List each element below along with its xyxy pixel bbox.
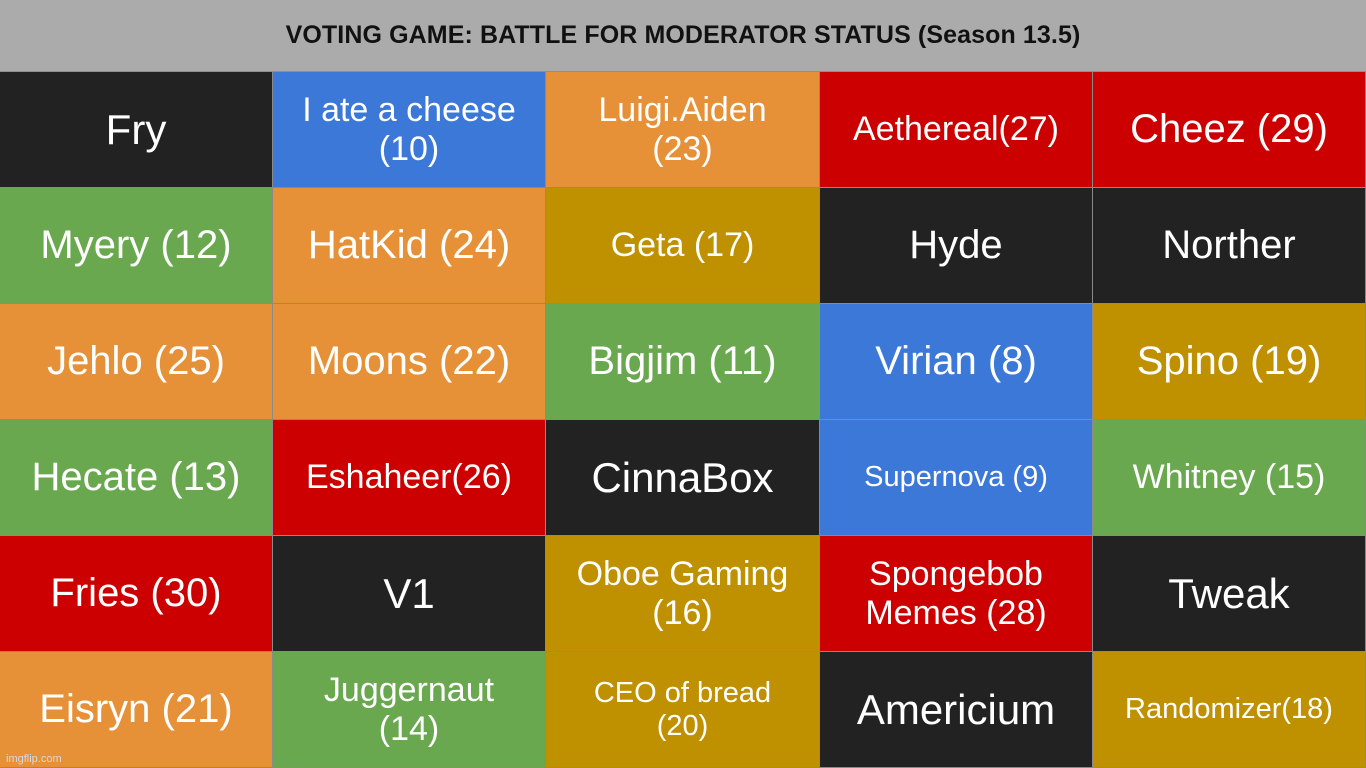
player-grid: Fry I ate a cheese (10) Luigi.Aiden (23)… (0, 72, 1366, 768)
player-cell: Oboe Gaming (16) (546, 536, 820, 652)
player-cell: Myery (12) (0, 188, 273, 304)
player-cell: Tweak (1093, 536, 1366, 652)
player-cell: Bigjim (11) (546, 304, 820, 420)
player-cell: Cheez (29) (1093, 72, 1366, 188)
player-cell: I ate a cheese (10) (273, 72, 546, 188)
player-cell: Americium (820, 652, 1093, 768)
player-cell: Spino (19) (1093, 304, 1366, 420)
player-cell: Hecate (13) (0, 420, 273, 536)
player-cell: Eshaheer(26) (273, 420, 546, 536)
player-cell: Randomizer(18) (1093, 652, 1366, 768)
player-cell: Moons (22) (273, 304, 546, 420)
player-cell: Fry (0, 72, 273, 188)
player-cell: Geta (17) (546, 188, 820, 304)
player-cell: Eisryn (21) (0, 652, 273, 768)
player-cell: Juggernaut (14) (273, 652, 546, 768)
header-bar: VOTING GAME: BATTLE FOR MODERATOR STATUS… (0, 0, 1366, 72)
player-cell: HatKid (24) (273, 188, 546, 304)
player-cell: Hyde (820, 188, 1093, 304)
player-cell: Aethereal(27) (820, 72, 1093, 188)
player-cell: CEO of bread (20) (546, 652, 820, 768)
player-cell: Supernova (9) (820, 420, 1093, 536)
player-cell: Virian (8) (820, 304, 1093, 420)
player-cell: Luigi.Aiden (23) (546, 72, 820, 188)
player-cell: Whitney (15) (1093, 420, 1366, 536)
player-cell: CinnaBox (546, 420, 820, 536)
player-cell: Spongebob Memes (28) (820, 536, 1093, 652)
player-cell: Jehlo (25) (0, 304, 273, 420)
player-cell: Fries (30) (0, 536, 273, 652)
player-cell: V1 (273, 536, 546, 652)
page-title: VOTING GAME: BATTLE FOR MODERATOR STATUS… (285, 21, 1081, 49)
player-cell: Norther (1093, 188, 1366, 304)
watermark: imgflip.com (6, 753, 62, 765)
